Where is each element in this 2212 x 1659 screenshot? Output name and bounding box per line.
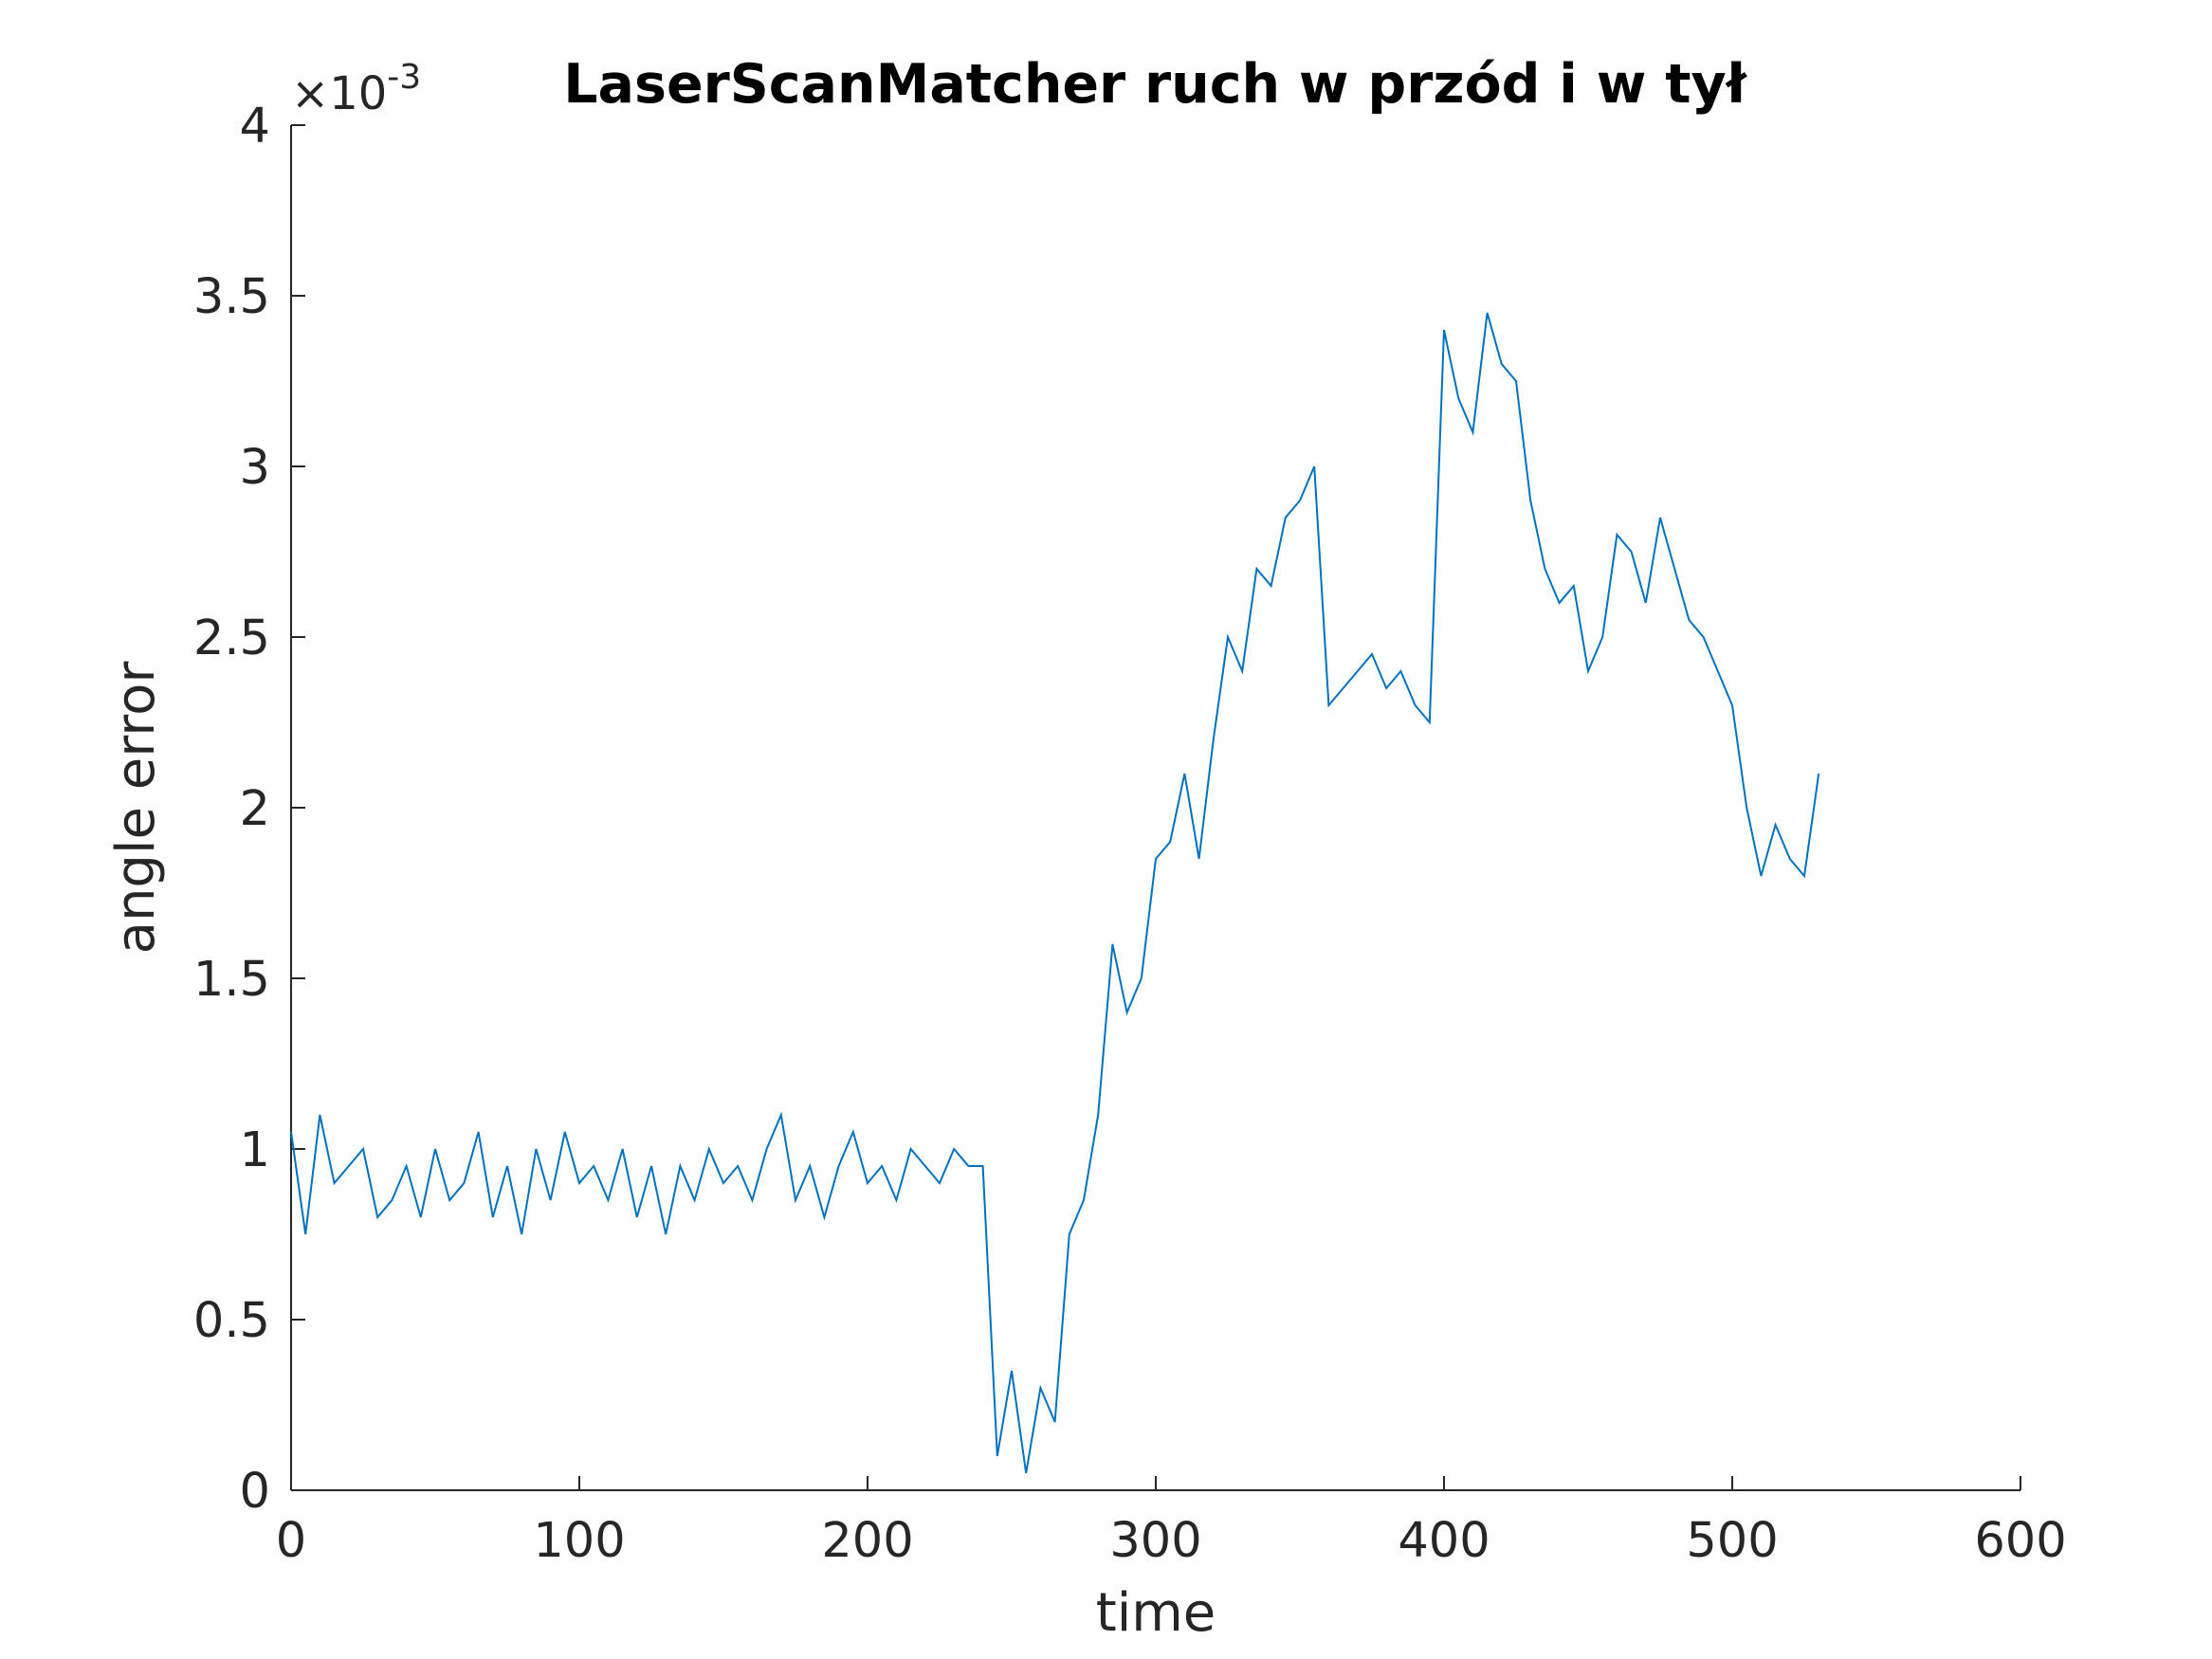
data-line: [290, 312, 1820, 1474]
y-axis-label: angle error: [105, 661, 167, 955]
chart-title: LaserScanMatcher ruch w przód i w tył: [563, 53, 1747, 116]
y-tick-label: 2: [240, 781, 270, 837]
x-tick-label: 0: [276, 1513, 306, 1569]
y-tick-label: 0: [240, 1464, 270, 1520]
y-tick-label: 4: [240, 99, 270, 155]
x-axis-label: time: [1096, 1582, 1216, 1644]
y-multiplier: ×10-3: [291, 58, 421, 120]
y-multiplier-base: ×10: [291, 67, 387, 120]
y-multiplier-exponent: -3: [387, 58, 421, 97]
x-tick-label: 100: [533, 1513, 625, 1569]
x-tick-label: 600: [1974, 1513, 2066, 1569]
y-tick-label: 0.5: [193, 1293, 270, 1349]
x-tick-label: 400: [1398, 1513, 1490, 1569]
y-tick-label: 1: [240, 1122, 270, 1178]
x-tick-label: 200: [821, 1513, 913, 1569]
y-tick-label: 3.5: [193, 269, 270, 325]
y-tick-label: 1.5: [193, 952, 270, 1008]
x-tick-label: 300: [1109, 1513, 1201, 1569]
y-tick-label: 3: [240, 440, 270, 496]
x-tick-label: 500: [1686, 1513, 1778, 1569]
y-tick-label: 2.5: [193, 611, 270, 666]
